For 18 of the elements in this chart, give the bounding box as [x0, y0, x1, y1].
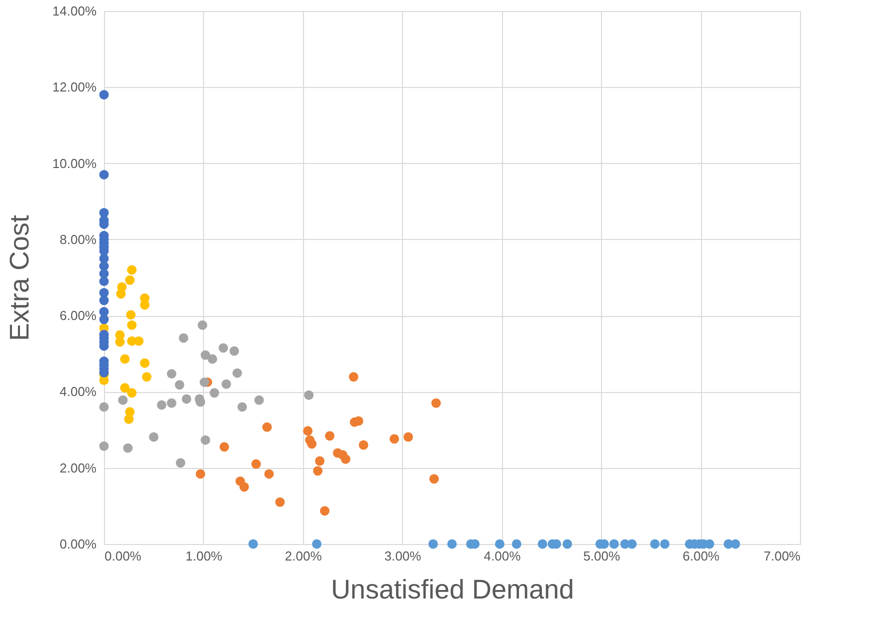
y-tick-label: 0.00%	[60, 536, 97, 552]
y-tick-label: 6.00%	[60, 308, 97, 324]
x-tick-label: 7.00%	[764, 548, 801, 564]
y-tick-label: 12.00%	[52, 80, 97, 95]
x-tick-label: 1.00%	[185, 548, 223, 564]
y-tick-label: 10.00%	[52, 156, 97, 171]
y-tick-label: 8.00%	[60, 232, 97, 247]
x-tick-label: 0.00%	[104, 548, 142, 564]
x-tick-label: 6.00%	[682, 548, 720, 564]
x-tick-label: 2.00%	[284, 548, 322, 564]
y-axis-title: Extra Cost	[4, 214, 34, 342]
x-tick-label: 3.00%	[384, 548, 422, 564]
y-tick-label: 4.00%	[60, 384, 97, 400]
x-tick-label: 5.00%	[583, 548, 621, 564]
y-tick-label: 2.00%	[60, 460, 97, 476]
x-tick-label: 4.00%	[484, 548, 522, 564]
y-tick-label: 14.00%	[52, 4, 97, 18]
x-axis-title: Unsatisfied Demand	[330, 574, 574, 604]
